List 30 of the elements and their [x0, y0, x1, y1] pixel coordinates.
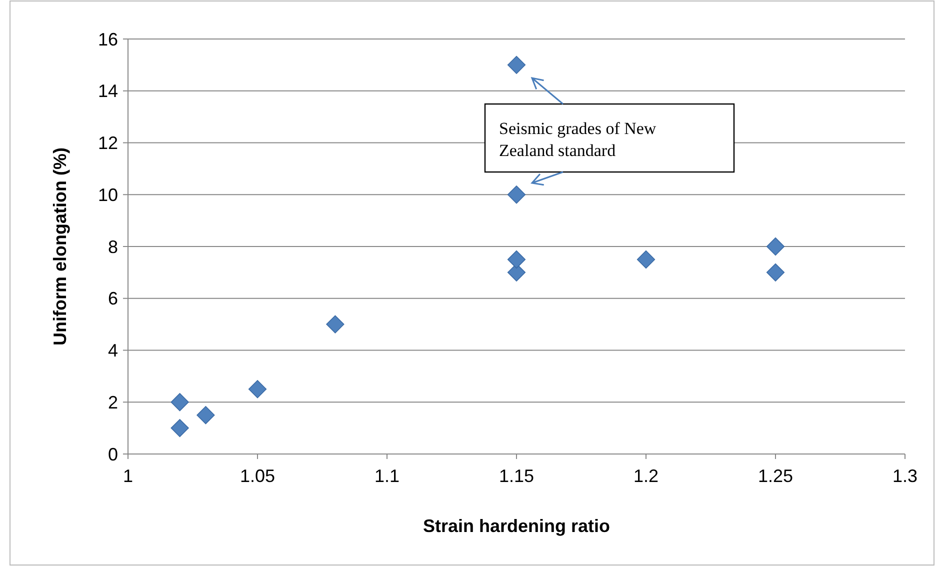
x-axis-title: Strain hardening ratio [422, 516, 610, 536]
y-tick-label: 4 [108, 340, 118, 361]
annotation: Seismic grades of New Zealand standard [499, 119, 657, 160]
y-tick-label: 6 [108, 288, 118, 309]
x-tick-label: 1.05 [240, 466, 276, 486]
x-tick-label: 1 [122, 466, 134, 486]
point [248, 380, 267, 398]
x-tick-label: 1.15 [498, 466, 534, 486]
point [170, 393, 189, 412]
point [507, 250, 526, 269]
point [326, 315, 344, 334]
x-tick-label: 1.1 [374, 466, 400, 486]
x-tick-label: 1.25 [758, 466, 794, 486]
point [636, 250, 656, 269]
y-tick-label: 14 [98, 81, 118, 102]
y-tick-label: 10 [98, 184, 118, 205]
point [507, 186, 526, 204]
point [507, 56, 526, 74]
y-tick-label: 2 [108, 392, 118, 412]
x-tick-label: 1.3 [892, 466, 918, 486]
y-tick-label: 16 [98, 29, 118, 50]
y-tick-label: 0 [108, 444, 118, 464]
point [766, 237, 785, 256]
y-axis-title: Uniform elongation (%) [50, 148, 70, 346]
x-tick-label: 1.2 [633, 466, 659, 486]
y-tick-label: 12 [98, 133, 118, 154]
y-tick-label: 8 [108, 236, 118, 257]
point [766, 263, 785, 282]
point [170, 419, 189, 438]
point [196, 406, 215, 424]
